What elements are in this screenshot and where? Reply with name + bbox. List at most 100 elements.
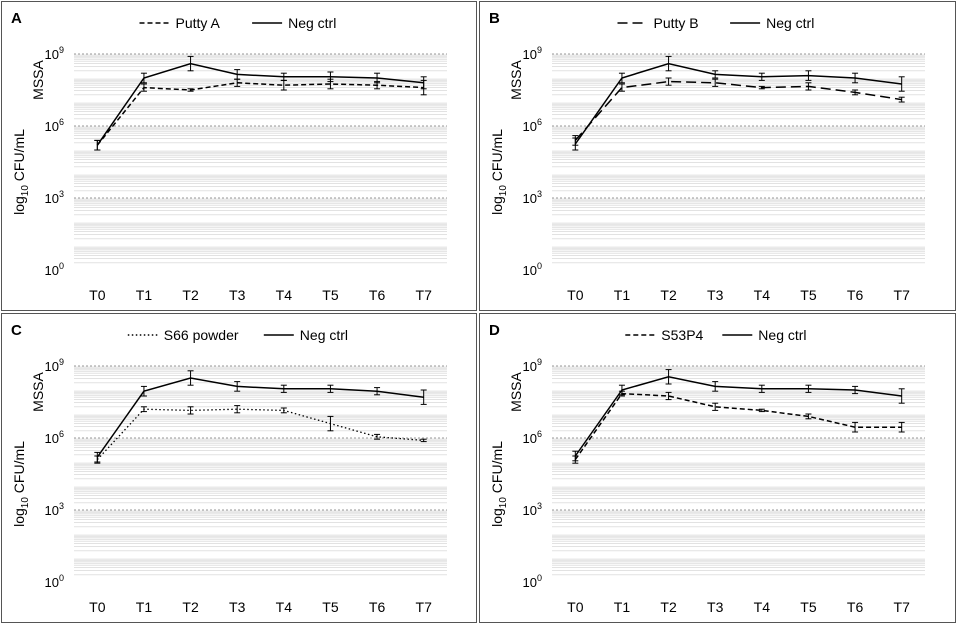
y-axis-label: log10 CFU/mL xyxy=(11,441,31,527)
series-treatment xyxy=(572,390,905,464)
error-bar xyxy=(898,96,905,103)
y-axis-label-text: log xyxy=(11,196,27,215)
error-bar xyxy=(374,387,381,396)
error-bar xyxy=(234,405,241,414)
x-tick-label: T0 xyxy=(567,599,584,615)
legend-item: Neg ctrl xyxy=(252,15,336,31)
x-tick-label: T5 xyxy=(800,599,817,615)
y-tick-base: 10 xyxy=(523,263,537,278)
y-axis-label-unit: CFU/mL xyxy=(11,129,27,185)
y-tick-label: 106 xyxy=(523,117,542,134)
error-bar xyxy=(420,438,427,443)
y-tick-exponent: 6 xyxy=(59,117,64,127)
error-bar xyxy=(758,408,765,413)
error-bar xyxy=(572,137,579,151)
error-bar xyxy=(898,421,905,433)
series-line xyxy=(574,392,902,461)
x-tick-label: T6 xyxy=(369,599,386,615)
series-line xyxy=(96,408,424,461)
y-tick-label: 106 xyxy=(45,429,64,446)
error-bar xyxy=(898,76,905,92)
error-bar xyxy=(280,384,287,393)
organism-label: MSSA xyxy=(30,372,46,412)
x-tick-label: T2 xyxy=(182,599,199,615)
legend-label: Putty B xyxy=(654,15,699,31)
y-tick-label: 109 xyxy=(523,45,542,62)
y-axis-label-subscript: 10 xyxy=(20,497,31,509)
y-tick-exponent: 0 xyxy=(537,573,542,583)
x-tick-label: T3 xyxy=(229,287,246,303)
y-tick-label: 100 xyxy=(523,261,542,278)
minor-gridlines xyxy=(552,54,925,264)
x-tick-label: T7 xyxy=(894,287,911,303)
error-bar xyxy=(805,82,812,91)
y-tick-base: 10 xyxy=(45,575,59,590)
y-axis-label: log10 CFU/mL xyxy=(489,129,509,215)
y-tick-label: 109 xyxy=(45,45,64,62)
y-axis-label-subscript: 10 xyxy=(498,497,509,509)
y-axis-label: log10 CFU/mL xyxy=(489,441,509,527)
minor-gridlines xyxy=(74,366,447,576)
y-tick-exponent: 3 xyxy=(537,189,542,199)
y-tick-base: 10 xyxy=(523,359,537,374)
error-bar xyxy=(712,381,719,392)
x-tick-label: T4 xyxy=(754,287,771,303)
y-tick-base: 10 xyxy=(45,359,59,374)
legend: S66 powder Neg ctrl xyxy=(127,327,348,343)
y-axis-label-subscript: 10 xyxy=(498,185,509,197)
x-tick-label: T1 xyxy=(136,599,153,615)
y-tick-base: 10 xyxy=(523,575,537,590)
x-tick-label: T4 xyxy=(276,599,293,615)
legend-item: S66 powder xyxy=(127,327,239,343)
error-bar xyxy=(187,406,194,415)
y-tick-label: 100 xyxy=(45,261,64,278)
legend-item: Putty A xyxy=(139,15,221,31)
error-bar xyxy=(898,388,905,404)
y-tick-label: 103 xyxy=(45,189,64,206)
y-tick-label: 109 xyxy=(523,357,542,374)
y-axis-label-text: log xyxy=(489,196,505,215)
x-tick-label: T0 xyxy=(89,287,106,303)
error-bar xyxy=(187,370,194,386)
error-bar xyxy=(852,421,859,433)
error-bar xyxy=(805,70,812,81)
legend-item: Neg ctrl xyxy=(263,327,348,343)
x-tick-label: T6 xyxy=(847,287,864,303)
x-tick-label: T1 xyxy=(136,287,153,303)
y-tick-exponent: 3 xyxy=(537,501,542,511)
x-tick-label: T6 xyxy=(847,599,864,615)
legend: S53P4 Neg ctrl xyxy=(625,327,807,343)
legend-label: Neg ctrl xyxy=(758,327,806,343)
y-tick-label: 103 xyxy=(523,189,542,206)
error-bar xyxy=(758,72,765,81)
y-tick-label: 106 xyxy=(45,117,64,134)
y-tick-exponent: 3 xyxy=(59,501,64,511)
error-bar xyxy=(805,413,812,420)
y-tick-exponent: 6 xyxy=(59,429,64,439)
y-tick-exponent: 9 xyxy=(537,357,542,367)
error-bar xyxy=(327,384,334,393)
series-neg-ctrl xyxy=(572,369,905,462)
error-bar xyxy=(140,385,147,397)
y-tick-label: 109 xyxy=(45,357,64,374)
x-tick-label: T3 xyxy=(229,599,246,615)
series-neg-ctrl xyxy=(572,55,905,151)
error-bar xyxy=(665,391,672,401)
y-axis-label-subscript: 10 xyxy=(20,185,31,197)
y-tick-label: 103 xyxy=(523,501,542,518)
y-tick-base: 10 xyxy=(45,119,59,134)
x-tick-label: T4 xyxy=(276,287,293,303)
legend-item: S53P4 xyxy=(625,327,704,343)
x-tick-label: T3 xyxy=(707,599,724,615)
x-tick-label: T0 xyxy=(567,287,584,303)
organism-label: MSSA xyxy=(30,60,46,100)
error-bar xyxy=(420,76,427,90)
error-bar xyxy=(140,406,147,413)
y-tick-exponent: 6 xyxy=(537,117,542,127)
error-bar xyxy=(374,433,381,440)
x-tick-label: T2 xyxy=(660,599,677,615)
error-bar xyxy=(280,407,287,414)
